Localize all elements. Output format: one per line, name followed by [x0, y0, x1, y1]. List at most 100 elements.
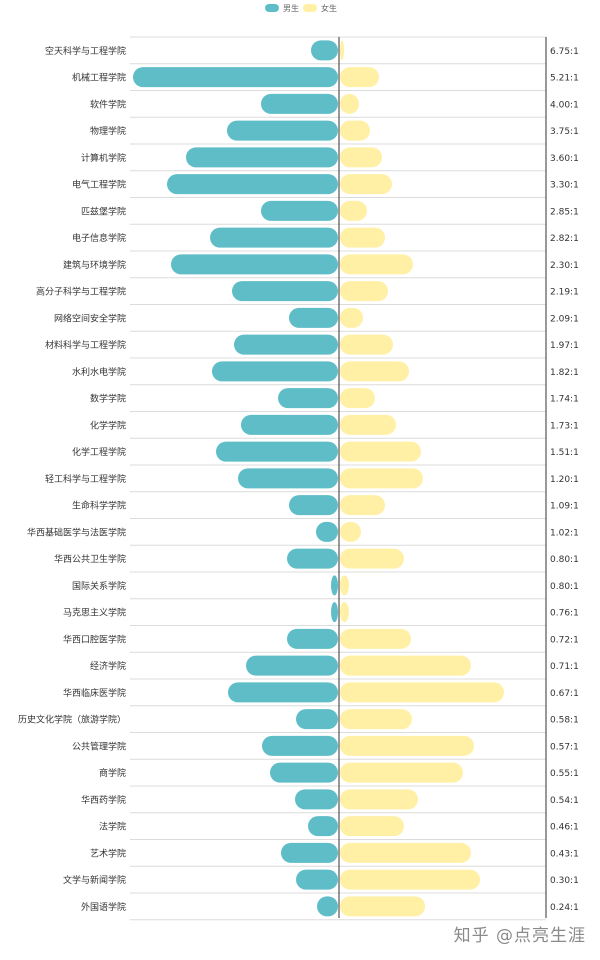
bar-female — [340, 174, 392, 195]
legend: 男生 女生 — [0, 1, 600, 15]
bar-female — [340, 388, 375, 409]
bar-female — [340, 816, 404, 837]
ratio-label: 0.43:1 — [550, 849, 579, 859]
bar-male — [278, 388, 338, 409]
bar-female — [340, 735, 474, 756]
ratio-label: 2.85:1 — [550, 207, 579, 217]
category-label: 匹兹堡学院 — [81, 205, 126, 217]
category-label: 法学院 — [99, 821, 126, 833]
category-label: 空天科学与工程学院 — [45, 45, 126, 57]
bar-female — [340, 93, 359, 114]
bar-female — [340, 602, 349, 623]
category-label: 公共管理学院 — [72, 740, 126, 752]
bar-female — [340, 495, 385, 516]
grid-lines — [130, 36, 546, 921]
ratio-label: 3.60:1 — [550, 154, 579, 164]
bar-male — [210, 227, 338, 248]
ratio-label: 0.80:1 — [550, 582, 579, 592]
bar-male — [241, 414, 338, 435]
legend-label-female: 女生 — [321, 3, 337, 13]
category-label: 材料科学与工程学院 — [45, 339, 126, 351]
category-label: 历史文化学院（旅游学院） — [18, 714, 126, 726]
ratio-label: 3.30:1 — [550, 181, 579, 191]
ratio-label: 0.67:1 — [550, 689, 579, 699]
legend-swatch-female — [303, 4, 317, 12]
category-label: 生命科学学院 — [72, 500, 126, 512]
bar-male — [227, 120, 338, 141]
legend-swatch-male — [265, 4, 279, 12]
bar-male — [261, 93, 338, 114]
category-label: 经济学院 — [90, 660, 126, 672]
category-label: 华西药学院 — [81, 794, 126, 806]
bar-male — [186, 147, 338, 168]
bar-female — [340, 869, 480, 890]
ratio-label: 2.82:1 — [550, 234, 579, 244]
bar-female — [340, 227, 385, 248]
category-label: 计算机学院 — [81, 152, 126, 164]
category-label: 华西公共卫生学院 — [54, 553, 126, 565]
ratio-label: 2.30:1 — [550, 261, 579, 271]
bar-male — [171, 254, 338, 275]
bar-female — [340, 441, 421, 462]
bar-female — [340, 40, 344, 61]
ratio-label: 0.30:1 — [550, 876, 579, 886]
category-label: 电气工程学院 — [72, 179, 126, 191]
bar-male — [262, 735, 338, 756]
legend-item-female[interactable]: 女生 — [303, 1, 337, 15]
ratio-label: 2.09:1 — [550, 314, 579, 324]
ratio-label: 1.82:1 — [550, 368, 579, 378]
bar-female — [340, 548, 404, 569]
bar-male — [270, 762, 338, 783]
bar-male — [317, 896, 338, 917]
bar-male — [331, 602, 338, 623]
category-label: 高分子科学与工程学院 — [36, 286, 126, 298]
bar-male — [212, 361, 338, 382]
ratio-label: 0.72:1 — [550, 635, 579, 645]
bar-male — [133, 67, 338, 88]
category-label: 马克思主义学院 — [63, 607, 126, 619]
category-label: 华西基础医学与法医学院 — [27, 526, 126, 538]
category-label: 水利水电学院 — [72, 366, 126, 378]
category-label: 华西临床医学院 — [63, 687, 126, 699]
ratio-label: 1.97:1 — [550, 341, 579, 351]
bar-female — [340, 414, 396, 435]
bar-female — [340, 575, 349, 596]
bar-female — [340, 468, 423, 489]
category-label: 艺术学院 — [90, 847, 126, 859]
bar-female — [340, 709, 412, 730]
bar-female — [340, 200, 367, 221]
ratio-label: 4.00:1 — [550, 100, 579, 110]
bar-female — [340, 842, 471, 863]
bar-female — [340, 361, 409, 382]
bar-male — [287, 548, 338, 569]
bar-male — [331, 575, 338, 596]
category-label: 华西口腔医学院 — [63, 633, 126, 645]
ratio-label: 0.55:1 — [550, 769, 579, 779]
ratio-label: 0.54:1 — [550, 796, 579, 806]
ratio-label: 1.02:1 — [550, 528, 579, 538]
bars — [133, 40, 504, 917]
legend-item-male[interactable]: 男生 — [265, 1, 299, 15]
ratio-label: 1.74:1 — [550, 395, 579, 405]
ratio-label: 5.21:1 — [550, 74, 579, 84]
bar-male — [311, 40, 338, 61]
ratio-label: 1.73:1 — [550, 421, 579, 431]
bar-male — [281, 842, 338, 863]
category-label: 建筑与环境学院 — [63, 259, 126, 271]
ratio-label: 1.51:1 — [550, 448, 579, 458]
bar-female — [340, 762, 463, 783]
bar-female — [340, 682, 504, 703]
ratio-label: 0.76:1 — [550, 609, 579, 619]
bar-female — [340, 628, 411, 649]
category-label: 化学工程学院 — [72, 446, 126, 458]
category-labels: 空天科学与工程学院机械工程学院软件学院物理学院计算机学院电气工程学院匹兹堡学院电… — [18, 45, 126, 913]
ratio-label: 0.71:1 — [550, 662, 579, 672]
ratio-label: 3.75:1 — [550, 127, 579, 137]
category-label: 化学学院 — [90, 419, 126, 431]
bar-male — [228, 682, 338, 703]
ratio-label: 6.75:1 — [550, 47, 579, 57]
category-label: 物理学院 — [90, 125, 126, 137]
category-label: 机械工程学院 — [72, 72, 126, 84]
bar-male — [296, 869, 338, 890]
